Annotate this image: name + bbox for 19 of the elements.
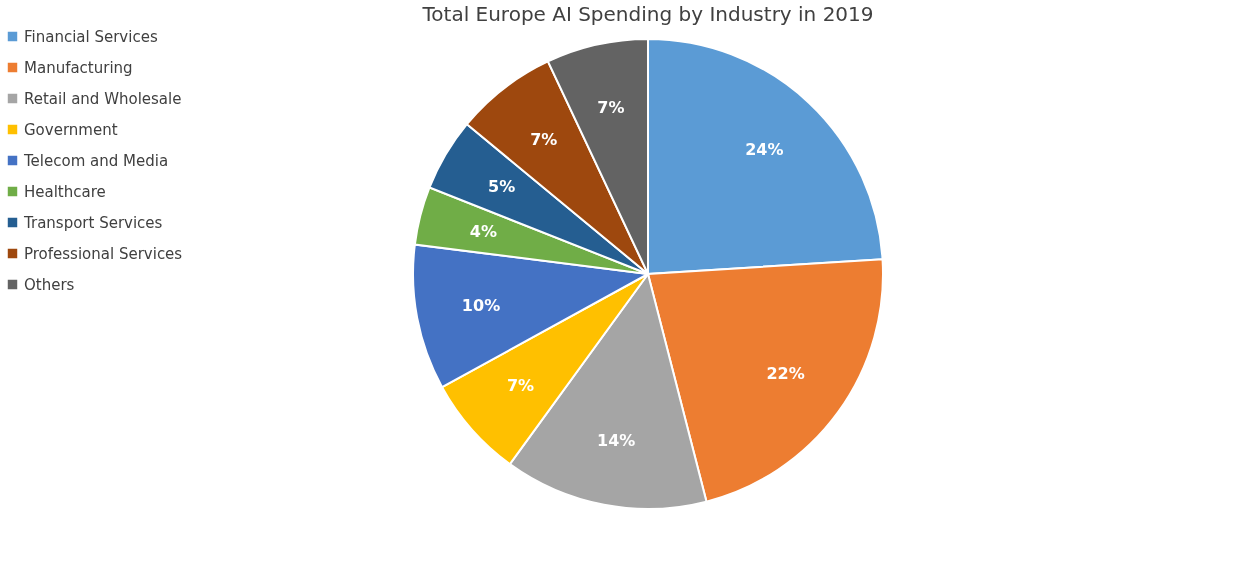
- data-label: 10%: [461, 295, 501, 315]
- data-label: 4%: [469, 221, 497, 241]
- legend-label: Transport Services: [23, 213, 163, 232]
- legend-label: Telecom and Media: [23, 151, 169, 170]
- data-label: 24%: [745, 140, 784, 160]
- data-label: 14%: [597, 430, 636, 450]
- chart-title: Total Europe AI Spending by Industry in 2019: [421, 2, 874, 26]
- data-label: 22%: [766, 363, 805, 383]
- legend-label: Professional Services: [24, 244, 183, 263]
- data-label: 5%: [488, 177, 516, 197]
- legend-label: Retail and Wholesale: [24, 89, 182, 108]
- data-label: 7%: [506, 376, 535, 396]
- data-label: 7%: [530, 129, 558, 149]
- legend-label: Healthcare: [24, 182, 106, 201]
- data-label: 7%: [597, 98, 625, 118]
- legend-label: Manufacturing: [24, 58, 133, 77]
- legend-label: Financial Services: [24, 27, 158, 46]
- legend-label: Others: [24, 275, 75, 294]
- legend-label: Government: [24, 120, 118, 139]
